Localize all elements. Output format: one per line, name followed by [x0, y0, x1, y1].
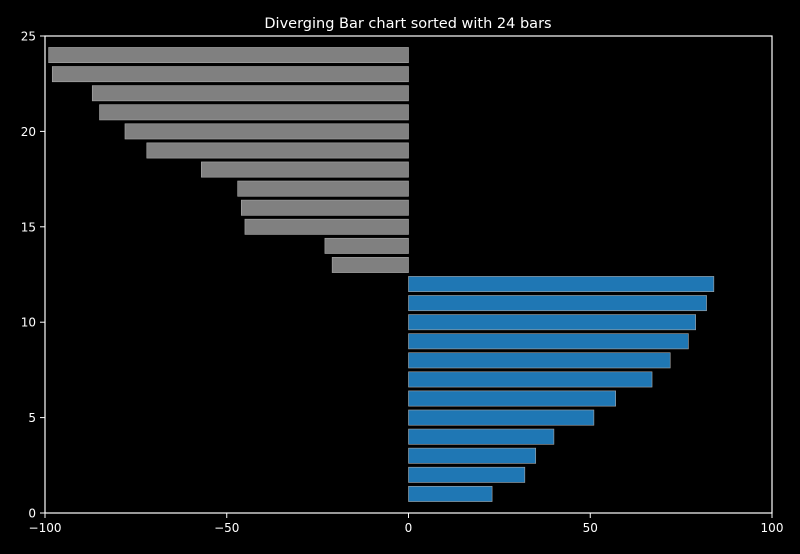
x-tick-label: −50	[214, 521, 239, 535]
bar-10	[408, 314, 696, 331]
y-tick-label: 20	[21, 125, 36, 139]
bar-8	[408, 352, 671, 369]
x-tick-label: −100	[29, 521, 62, 535]
x-axis: −100 −50 0 50 100	[29, 513, 784, 535]
bar-5	[408, 409, 595, 426]
bar-2	[408, 466, 526, 483]
y-tick-label: 25	[21, 30, 36, 44]
y-tick-label: 10	[21, 316, 36, 330]
bar-22	[91, 85, 409, 102]
bar-23	[51, 66, 409, 83]
bar-21	[99, 104, 409, 121]
bar-13	[331, 257, 409, 273]
bar-17	[237, 180, 409, 197]
bar-12	[408, 276, 715, 292]
bar-18	[201, 161, 409, 178]
bar-3	[408, 447, 537, 464]
bar-7	[408, 371, 653, 388]
bar-1	[408, 485, 493, 502]
y-tick-label: 15	[21, 220, 36, 234]
bar-6	[408, 390, 616, 407]
bar-19	[146, 142, 409, 159]
bar-16	[240, 199, 409, 216]
bar-24	[48, 47, 409, 64]
bars-group	[48, 47, 715, 502]
x-tick-label: 100	[761, 521, 784, 535]
bar-11	[408, 295, 707, 312]
bar-20	[124, 123, 409, 140]
x-tick-label: 50	[583, 521, 598, 535]
bar-15	[244, 218, 409, 235]
chart-title: Diverging Bar chart sorted with 24 bars	[264, 16, 551, 32]
y-axis: 0 5 10 15 20 25	[21, 30, 45, 521]
bar-9	[408, 333, 689, 350]
x-tick-label: 0	[405, 521, 413, 535]
bar-14	[324, 237, 409, 254]
y-tick-label: 5	[28, 411, 36, 425]
y-tick-label: 0	[28, 507, 36, 521]
bar-4	[408, 428, 555, 445]
